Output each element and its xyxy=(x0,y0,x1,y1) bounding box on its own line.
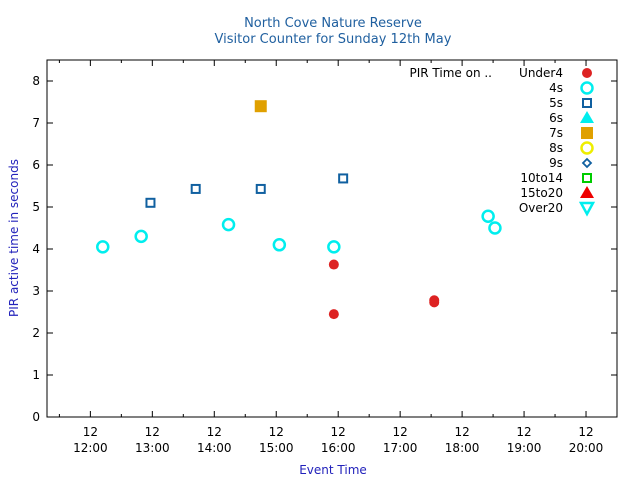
x-tick-time-label: 19:00 xyxy=(507,441,542,455)
y-tick-label: 8 xyxy=(32,74,40,88)
x-tick-time-label: 15:00 xyxy=(259,441,294,455)
y-tick-label: 4 xyxy=(32,242,40,256)
x-tick-time-label: 16:00 xyxy=(321,441,356,455)
y-tick-label: 0 xyxy=(32,410,40,424)
data-point-7s xyxy=(254,100,267,113)
y-tick-label: 7 xyxy=(32,116,40,130)
x-tick-day-label: 12 xyxy=(454,425,469,439)
legend-marker-8s xyxy=(580,141,594,155)
data-points xyxy=(96,100,502,320)
legend-marker-7s xyxy=(581,127,593,139)
legend-label: 7s xyxy=(549,126,563,140)
data-point-4s xyxy=(272,238,287,252)
data-point-under4 xyxy=(328,309,339,320)
data-point-5s xyxy=(338,173,349,184)
data-point-under4 xyxy=(429,297,440,308)
legend-label: 5s xyxy=(549,96,563,110)
legend-marker-over20 xyxy=(578,201,596,217)
x-tick-day-label: 12 xyxy=(516,425,531,439)
x-tick-day-label: 12 xyxy=(207,425,222,439)
data-point-5s xyxy=(255,183,266,194)
legend-label: Over20 xyxy=(519,201,563,215)
x-tick-day-label: 12 xyxy=(331,425,346,439)
x-axis: 12 12:00 12 13:00 12 14:00 12 15:00 12 16:00 12 17:… xyxy=(58,60,618,455)
legend-marker-10to14 xyxy=(582,173,592,183)
data-point-5s xyxy=(145,197,156,208)
legend-label: 8s xyxy=(549,141,563,155)
data-point-5s xyxy=(190,183,201,194)
x-tick-time-label: 20:00 xyxy=(569,441,604,455)
data-point-4s xyxy=(327,240,341,254)
legend-label: 10to14 xyxy=(520,171,563,185)
legend-title: PIR Time on .. xyxy=(410,66,493,80)
x-tick-time-label: 18:00 xyxy=(445,441,480,455)
y-tick-label: 6 xyxy=(32,158,40,172)
y-tick-label: 3 xyxy=(32,284,40,298)
legend-marker-under4 xyxy=(582,68,592,78)
legend-marker-15to20 xyxy=(580,186,594,198)
y-tick-label: 5 xyxy=(32,200,40,214)
data-point-4s xyxy=(221,217,236,232)
data-point-4s xyxy=(488,221,502,235)
x-tick-time-label: 14:00 xyxy=(197,441,232,455)
legend-label: 6s xyxy=(549,111,563,125)
plot-area-border xyxy=(46,59,618,418)
legend-label: 15to20 xyxy=(520,186,563,200)
data-point-4s xyxy=(481,209,495,223)
legend-marker-9s xyxy=(581,157,593,169)
legend-label: 4s xyxy=(549,81,563,95)
x-tick-time-label: 17:00 xyxy=(383,441,418,455)
x-tick-day-label: 12 xyxy=(393,425,408,439)
x-tick-time-label: 12:00 xyxy=(73,441,108,455)
legend-marker-6s xyxy=(580,111,594,123)
legend-marker-4s xyxy=(580,81,594,95)
chart-title: North Cove Nature Reserve xyxy=(244,16,422,31)
x-tick-day-label: 12 xyxy=(578,425,593,439)
data-point-under4 xyxy=(328,259,339,270)
x-tick-day-label: 12 xyxy=(145,425,160,439)
y-tick-label: 2 xyxy=(32,326,40,340)
chart-subtitle: Visitor Counter for Sunday 12th May xyxy=(215,32,452,47)
legend-label: 9s xyxy=(549,156,563,170)
data-point-4s xyxy=(96,240,110,254)
y-axis: 0 1 2 3 4 5 6 7 8 xyxy=(32,74,617,424)
x-tick-day-label: 12 xyxy=(83,425,98,439)
x-tick-day-label: 12 xyxy=(269,425,284,439)
legend-label: Under4 xyxy=(519,66,563,80)
data-point-4s xyxy=(134,229,148,244)
y-axis-label: PIR active time in seconds xyxy=(7,159,21,317)
x-tick-time-label: 13:00 xyxy=(135,441,170,455)
y-tick-label: 1 xyxy=(32,368,40,382)
x-axis-label: Event Time xyxy=(299,463,367,477)
legend-marker-5s xyxy=(582,98,592,108)
